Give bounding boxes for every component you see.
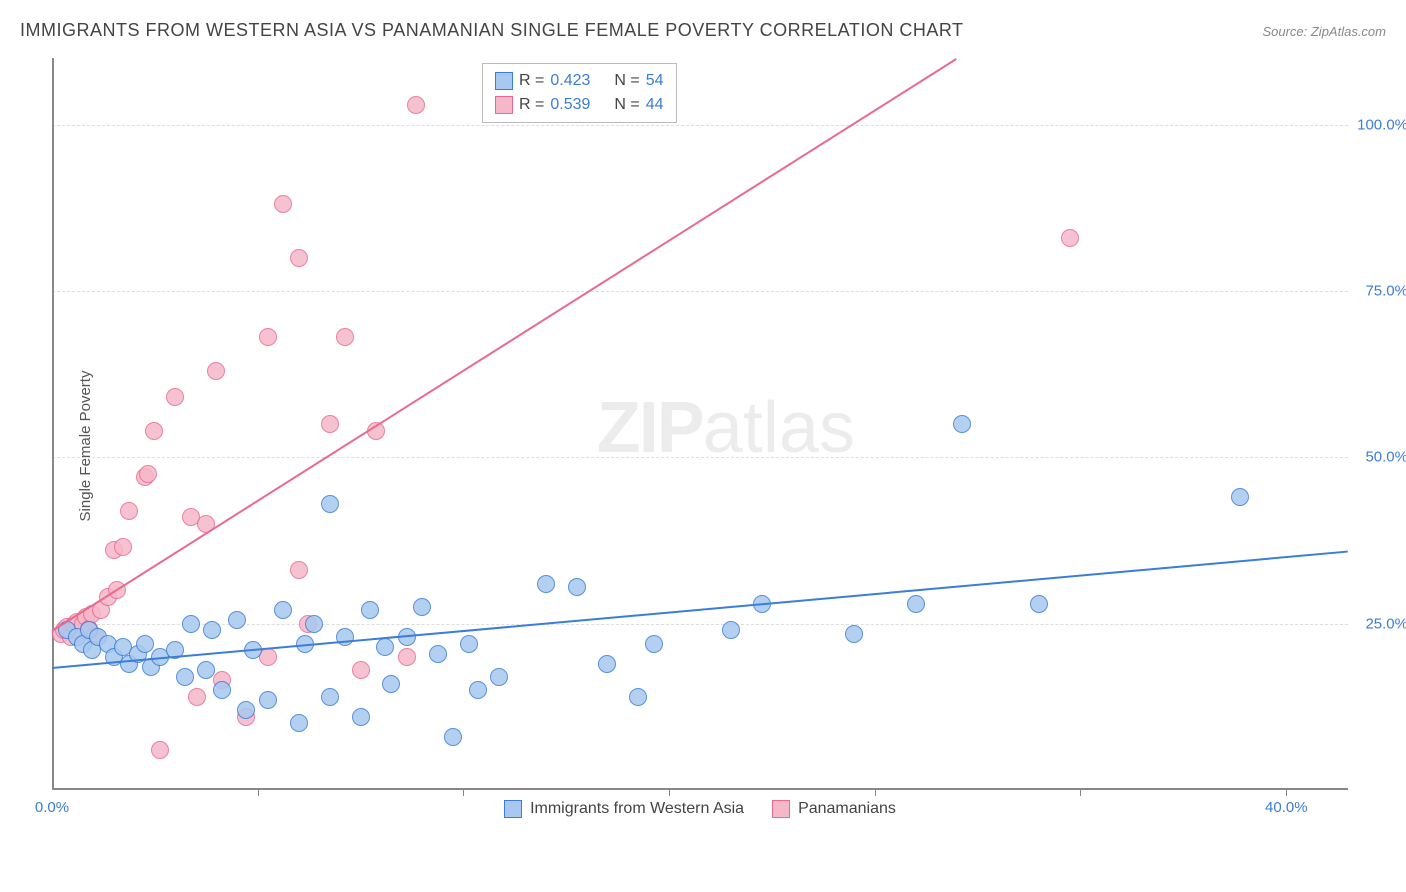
y-tick-label: 25.0% xyxy=(1352,615,1406,632)
scatter-point xyxy=(722,621,740,639)
legend-label: Panamanians xyxy=(798,800,896,818)
n-label: N = xyxy=(614,93,639,117)
scatter-point xyxy=(321,415,339,433)
scatter-point xyxy=(120,502,138,520)
legend-swatch xyxy=(495,72,513,90)
scatter-point xyxy=(274,601,292,619)
scatter-point xyxy=(237,701,255,719)
scatter-point xyxy=(336,628,354,646)
scatter-point xyxy=(321,688,339,706)
legend-series: Immigrants from Western Asia Panamanians xyxy=(52,800,1348,818)
y-axis xyxy=(52,58,54,790)
scatter-point xyxy=(290,249,308,267)
source-name: ZipAtlas.com xyxy=(1311,24,1386,39)
scatter-point xyxy=(568,578,586,596)
scatter-point xyxy=(151,741,169,759)
scatter-point xyxy=(376,638,394,656)
n-value: 44 xyxy=(646,93,664,117)
legend-stat-row: R =0.423 N = 54 xyxy=(495,69,664,93)
legend-swatch xyxy=(772,800,790,818)
scatter-point xyxy=(490,668,508,686)
legend-label: Immigrants from Western Asia xyxy=(530,800,744,818)
scatter-point xyxy=(166,388,184,406)
scatter-point xyxy=(203,621,221,639)
scatter-point xyxy=(336,328,354,346)
scatter-point xyxy=(1061,229,1079,247)
scatter-point xyxy=(845,625,863,643)
scatter-point xyxy=(382,675,400,693)
legend-swatch xyxy=(495,96,513,114)
scatter-point xyxy=(1231,488,1249,506)
scatter-point xyxy=(145,422,163,440)
y-tick-label: 100.0% xyxy=(1352,116,1406,133)
gridline-horizontal xyxy=(52,125,1348,126)
scatter-point xyxy=(398,648,416,666)
scatter-point xyxy=(228,611,246,629)
scatter-point xyxy=(136,635,154,653)
scatter-point xyxy=(176,668,194,686)
scatter-point xyxy=(188,688,206,706)
scatter-point xyxy=(413,598,431,616)
scatter-point xyxy=(645,635,663,653)
chart-header: IMMIGRANTS FROM WESTERN ASIA VS PANAMANI… xyxy=(20,20,1386,41)
trend-line xyxy=(52,550,1348,668)
n-label: N = xyxy=(614,69,639,93)
scatter-point xyxy=(290,714,308,732)
scatter-point xyxy=(259,328,277,346)
y-tick-label: 50.0% xyxy=(1352,449,1406,466)
trend-line xyxy=(51,58,957,632)
scatter-point xyxy=(469,681,487,699)
scatter-point xyxy=(305,615,323,633)
y-tick-label: 75.0% xyxy=(1352,282,1406,299)
n-value: 54 xyxy=(646,69,664,93)
r-label: R = xyxy=(519,93,544,117)
scatter-point xyxy=(207,362,225,380)
scatter-point xyxy=(444,728,462,746)
scatter-point xyxy=(259,648,277,666)
scatter-point xyxy=(1030,595,1048,613)
legend-swatch xyxy=(504,800,522,818)
scatter-point xyxy=(907,595,925,613)
scatter-point xyxy=(598,655,616,673)
source-prefix: Source: xyxy=(1262,24,1310,39)
scatter-point xyxy=(274,195,292,213)
scatter-point xyxy=(460,635,478,653)
scatter-point xyxy=(139,465,157,483)
legend-item: Immigrants from Western Asia xyxy=(504,800,744,818)
scatter-point xyxy=(352,661,370,679)
gridline-horizontal xyxy=(52,457,1348,458)
x-axis xyxy=(52,788,1348,790)
r-label: R = xyxy=(519,69,544,93)
legend-item: Panamanians xyxy=(772,800,896,818)
scatter-point xyxy=(953,415,971,433)
scatter-point xyxy=(352,708,370,726)
gridline-horizontal xyxy=(52,291,1348,292)
r-value: 0.423 xyxy=(550,69,590,93)
chart-title: IMMIGRANTS FROM WESTERN ASIA VS PANAMANI… xyxy=(20,20,964,41)
legend-stat-row: R =0.539 N = 44 xyxy=(495,93,664,117)
scatter-point xyxy=(259,691,277,709)
scatter-point xyxy=(321,495,339,513)
scatter-point xyxy=(114,538,132,556)
scatter-point xyxy=(629,688,647,706)
scatter-point xyxy=(429,645,447,663)
gridline-horizontal xyxy=(52,624,1348,625)
scatter-point xyxy=(197,661,215,679)
scatter-point xyxy=(361,601,379,619)
scatter-point xyxy=(290,561,308,579)
r-value: 0.539 xyxy=(550,93,590,117)
legend-stats: R =0.423 N = 54 R =0.539 N = 44 xyxy=(482,63,677,123)
scatter-point xyxy=(213,681,231,699)
scatter-point xyxy=(537,575,555,593)
chart-area: ZIPatlas 25.0%50.0%75.0%100.0%0.0%40.0% … xyxy=(52,58,1348,814)
source-attribution: Source: ZipAtlas.com xyxy=(1262,24,1386,39)
scatter-plot: 25.0%50.0%75.0%100.0%0.0%40.0% xyxy=(52,58,1348,814)
scatter-point xyxy=(407,96,425,114)
scatter-point xyxy=(182,615,200,633)
